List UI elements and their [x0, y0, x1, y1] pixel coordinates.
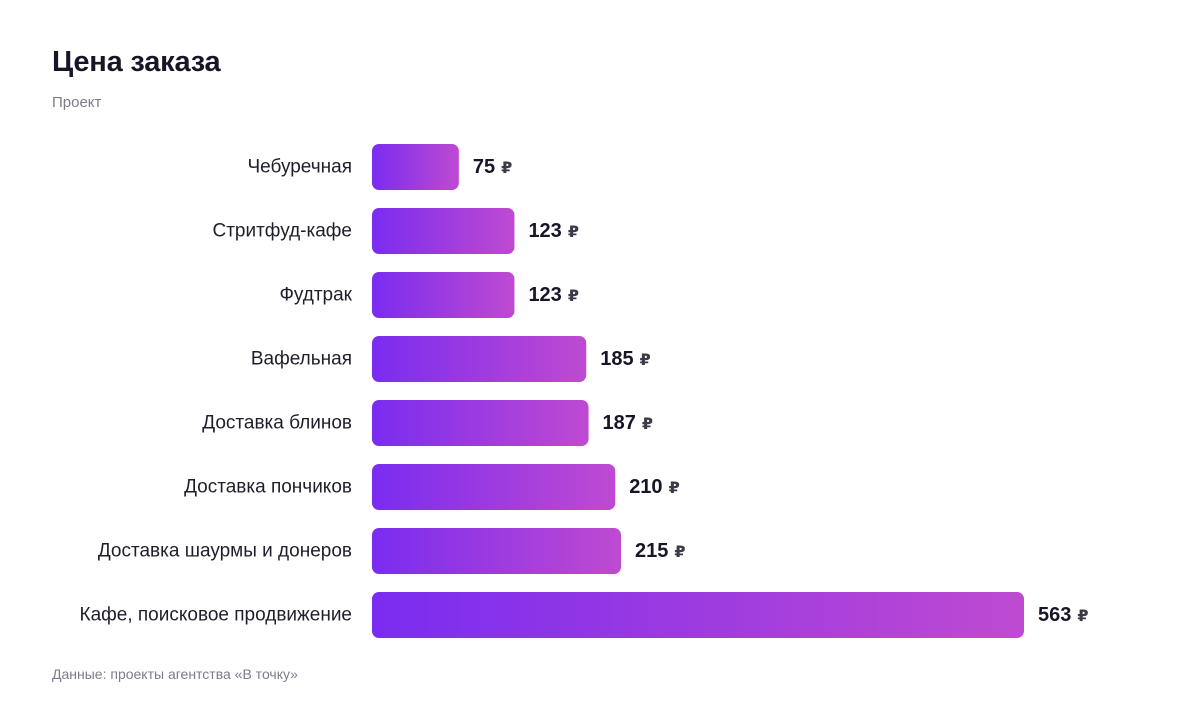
bar: [372, 272, 515, 318]
bar: [372, 144, 459, 190]
currency-sign: ₽: [640, 350, 651, 369]
bar: [372, 528, 621, 574]
bar: [372, 208, 515, 254]
value-number: 123: [528, 284, 561, 306]
category-label: Вафельная: [251, 349, 352, 370]
currency-sign: ₽: [568, 222, 579, 241]
chart-title: Цена заказа: [52, 46, 221, 78]
value-label: 185 ₽: [600, 348, 651, 370]
value-label: 210 ₽: [629, 476, 680, 498]
category-label: Доставка пончиков: [184, 477, 352, 498]
value-label: 187 ₽: [603, 412, 654, 434]
currency-sign: ₽: [674, 542, 685, 561]
value-number: 215: [635, 540, 668, 562]
currency-sign: ₽: [1077, 606, 1088, 625]
category-label: Доставка шаурмы и донеров: [98, 541, 352, 562]
currency-sign: ₽: [501, 158, 512, 177]
value-label: 75 ₽: [473, 156, 512, 178]
category-label: Фудтрак: [279, 285, 352, 306]
value-label: 215 ₽: [635, 540, 686, 562]
bar: [372, 464, 616, 510]
currency-sign: ₽: [642, 414, 653, 433]
value-number: 210: [629, 476, 662, 498]
bar: [372, 592, 1024, 638]
value-number: 75: [473, 156, 495, 178]
value-number: 187: [603, 412, 636, 434]
value-number: 123: [528, 220, 561, 242]
value-number: 563: [1038, 604, 1071, 626]
category-label: Стритфуд-кафе: [212, 221, 352, 242]
value-number: 185: [600, 348, 633, 370]
value-label: 123 ₽: [528, 284, 579, 306]
value-label: 123 ₽: [528, 220, 579, 242]
category-label: Кафе, поисковое продвижение: [80, 605, 353, 626]
value-label: 563 ₽: [1038, 604, 1089, 626]
category-label: Чебуречная: [247, 157, 352, 178]
currency-sign: ₽: [568, 286, 579, 305]
data-source-note: Данные: проекты агентства «В точку»: [52, 666, 298, 682]
bars-layer: Чебуречная 75 ₽ Стритфуд-кафе 123 ₽ Фудтрак 123…: [80, 144, 1089, 638]
category-label: Доставка блинов: [202, 413, 352, 434]
bar: [372, 400, 589, 446]
currency-sign: ₽: [669, 478, 680, 497]
chart-subtitle: Проект: [52, 94, 102, 111]
bar: [372, 336, 587, 382]
